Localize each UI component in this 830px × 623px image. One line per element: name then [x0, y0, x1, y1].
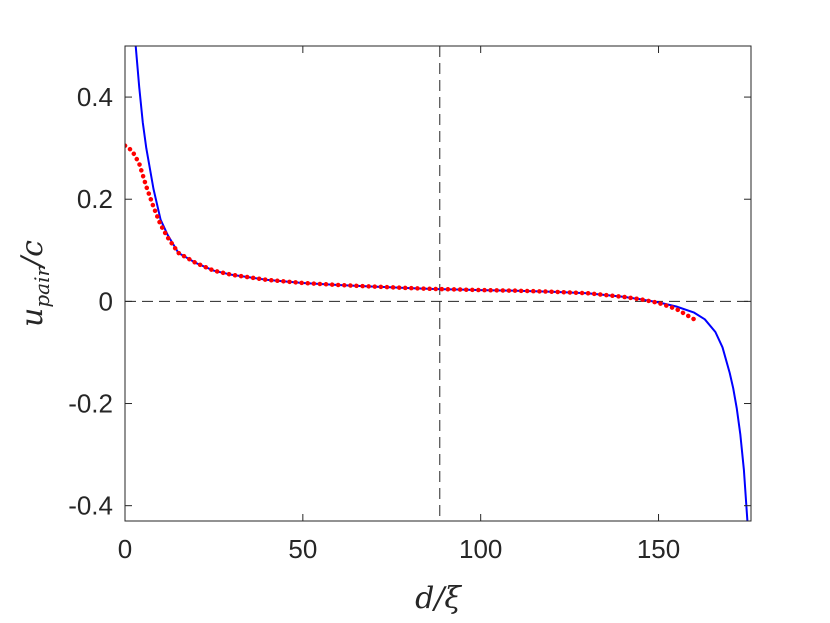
x-tick-label: 0: [118, 534, 132, 564]
y-tick-label: 0: [99, 286, 113, 316]
y-axis-label-tail: /c: [15, 240, 50, 270]
x-tick-label: 100: [459, 534, 502, 564]
y-axis-label-text: upair/c: [15, 240, 54, 327]
y-axis-label: upair/c: [15, 240, 54, 327]
series-layer: [125, 46, 749, 521]
axes-box: [124, 45, 752, 522]
reference-lines: [125, 46, 751, 521]
y-tick-label: -0.4: [68, 491, 113, 521]
y-axis-label-main: u: [15, 308, 50, 327]
y-tick-label: 0.2: [77, 184, 113, 214]
ticks-layer: 0 50 100 150 0.4 0.2 0 -0.2 -0.4: [68, 46, 751, 564]
x-axis-label: d/ξ: [415, 581, 462, 616]
y-tick-label: -0.2: [68, 389, 113, 419]
y-tick-label: 0.4: [77, 82, 113, 112]
y-axis-label-subscript: pair: [30, 266, 54, 308]
x-tick-label: 50: [288, 534, 317, 564]
dotted-series-line: [125, 143, 697, 322]
solid-series-line: [134, 46, 749, 521]
x-tick-label: 150: [637, 534, 680, 564]
